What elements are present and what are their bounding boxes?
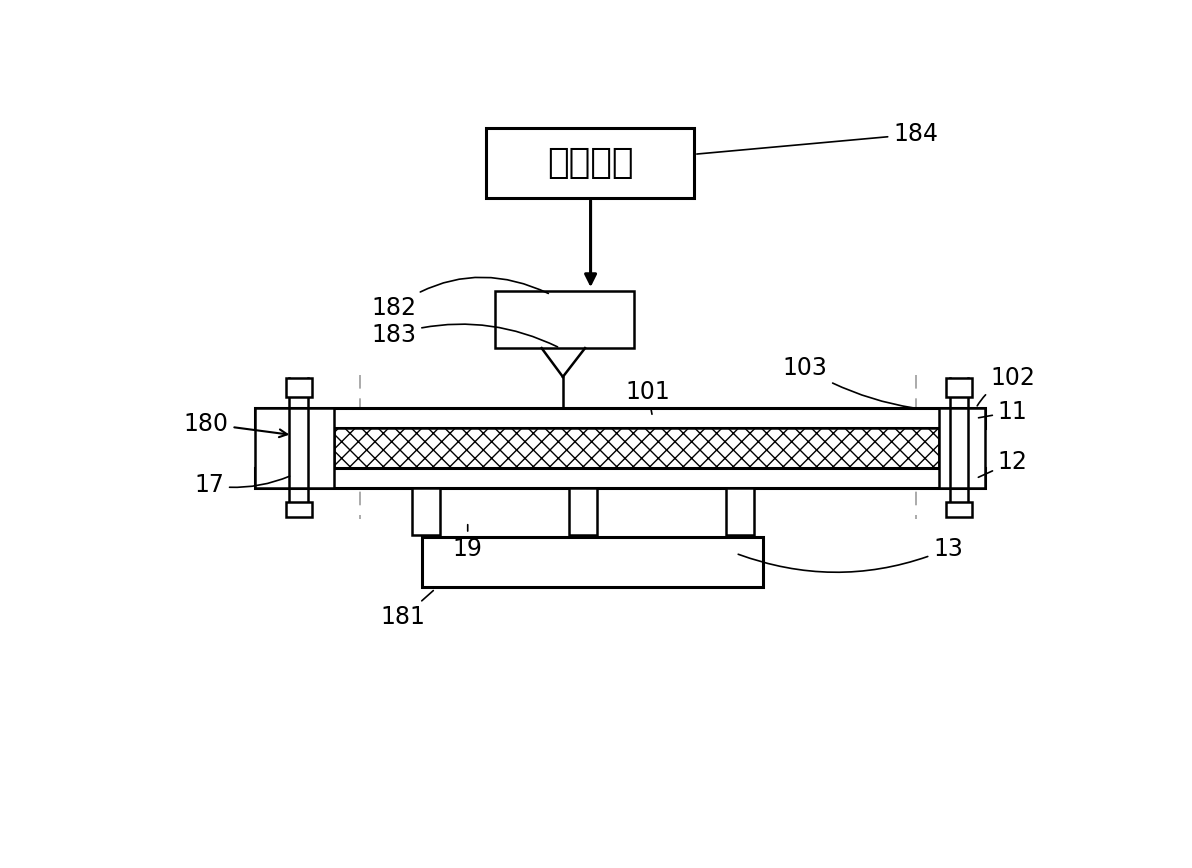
Text: 数控装置: 数控装置 [547,146,633,180]
Bar [939,408,985,489]
Bar [286,378,311,397]
Text: 13: 13 [738,536,963,572]
Text: 183: 183 [371,323,558,347]
Bar [726,489,755,536]
Bar [255,408,985,428]
Text: 101: 101 [626,379,670,414]
Text: 17: 17 [194,473,290,497]
Text: 181: 181 [380,590,434,629]
Text: 180: 180 [184,411,287,437]
Bar [334,428,939,469]
Bar [570,489,597,536]
Bar [422,537,763,588]
Text: 182: 182 [371,277,548,320]
Bar [946,502,973,516]
Text: 184: 184 [697,122,938,154]
Bar [255,408,334,489]
Bar [946,378,973,397]
Text: 12: 12 [979,450,1028,477]
Text: 102: 102 [977,366,1035,406]
Bar [255,469,985,489]
Bar [412,489,440,536]
Bar [496,292,634,348]
Bar [486,128,694,198]
Text: 103: 103 [782,356,913,408]
Text: 11: 11 [979,399,1028,424]
Bar [286,502,311,516]
Text: 19: 19 [453,524,483,561]
